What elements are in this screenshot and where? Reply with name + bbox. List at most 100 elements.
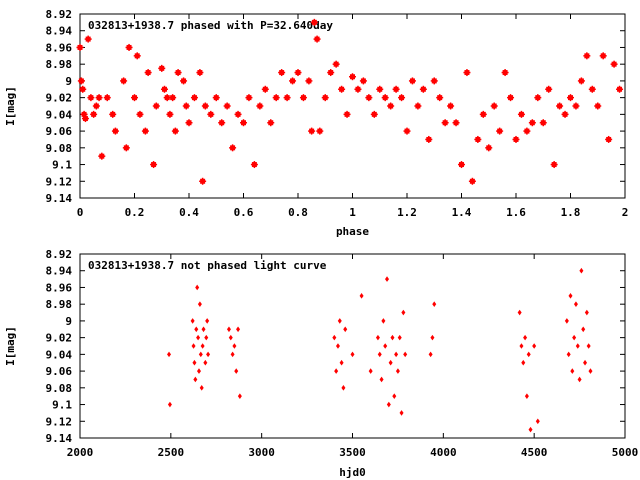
data-point (294, 69, 302, 77)
y-tick-label: 9 (65, 75, 72, 88)
data-point (403, 127, 411, 135)
data-point (335, 343, 340, 349)
data-point (567, 94, 574, 102)
x-tick-label: 2 (622, 206, 629, 219)
data-point (463, 69, 471, 77)
data-point (193, 376, 198, 383)
y-tick-label: 8.94 (46, 25, 73, 38)
data-point (321, 94, 329, 102)
data-point (237, 393, 242, 399)
data-point (359, 293, 364, 299)
data-point (368, 368, 373, 374)
data-point (414, 102, 422, 110)
y-tick-label: 8.92 (46, 8, 73, 21)
data-point (166, 110, 174, 118)
data-point (419, 85, 427, 93)
x-axis-label: hjd0 (339, 466, 366, 479)
data-point (517, 309, 522, 316)
data-point (381, 94, 389, 102)
data-point (605, 135, 613, 143)
data-point (359, 77, 367, 85)
x-tick-label: 5000 (612, 446, 639, 459)
data-point (564, 318, 569, 324)
data-point (566, 351, 571, 358)
data-point (338, 85, 346, 93)
data-point (289, 77, 297, 85)
data-point (573, 301, 578, 307)
data-point (133, 52, 141, 60)
y-tick-label: 9.14 (46, 432, 73, 445)
data-point (577, 376, 582, 383)
data-point (167, 351, 172, 358)
data-point (572, 334, 577, 341)
data-point (392, 393, 397, 399)
data-point (343, 326, 348, 333)
data-point (111, 127, 119, 135)
data-point (272, 94, 280, 102)
x-tick-label: 1 (349, 206, 356, 219)
plot-frame (79, 253, 626, 439)
data-point (120, 77, 128, 85)
x-tick-label: 1.8 (561, 206, 581, 219)
data-point (228, 334, 233, 341)
data-point (390, 334, 395, 341)
y-tick-label: 9.04 (46, 348, 73, 361)
y-tick-label: 9.02 (46, 92, 73, 105)
data-point (194, 326, 199, 333)
data-point (230, 351, 235, 358)
data-point (261, 85, 269, 93)
y-tick-label: 8.98 (46, 58, 73, 71)
x-tick-label: 0.2 (125, 206, 145, 219)
y-axis-label: I[mag] (4, 326, 17, 366)
data-point (341, 385, 346, 391)
data-point (201, 326, 206, 333)
data-point (599, 52, 607, 60)
x-tick-label: 3500 (339, 446, 366, 459)
x-tick-label: 0.4 (179, 206, 199, 219)
data-point (610, 60, 618, 68)
data-point (376, 85, 384, 93)
data-point (524, 393, 529, 399)
data-point (327, 69, 335, 77)
chart-title: 032813+1938.7 phased with P=32.640day (88, 19, 333, 32)
data-point (206, 351, 211, 358)
data-point (572, 102, 580, 110)
phased-light-curve-panel: 0 0.2 0.4 0.6 0.8 1 1.2 1.4 1.6 1.8 2 8.92 8.94 8.96 8… (4, 8, 628, 238)
data-point (387, 102, 395, 110)
data-point (575, 343, 580, 349)
y-tick-label: 8.96 (46, 41, 73, 54)
data-point (532, 343, 537, 349)
x-tick-label: 3000 (248, 446, 275, 459)
data-point (350, 351, 355, 358)
data-point (232, 343, 237, 349)
x-tick-label: 1.6 (506, 206, 526, 219)
data-point (586, 343, 591, 349)
y-tick-label: 9.12 (46, 415, 73, 428)
data-point (245, 94, 253, 102)
data-point (236, 326, 241, 333)
y-tick-label: 8.98 (46, 298, 73, 311)
data-point (583, 52, 591, 60)
data-point (523, 334, 528, 341)
data-point (308, 127, 316, 135)
data-point (196, 334, 201, 341)
y-tick-label: 9.04 (46, 108, 73, 121)
data-point (196, 69, 204, 77)
data-point (577, 77, 585, 85)
data-point (190, 318, 195, 324)
data-point (379, 376, 384, 383)
data-point (458, 161, 465, 169)
data-point (512, 135, 520, 143)
data-point (528, 119, 536, 127)
data-point (192, 359, 197, 366)
data-point (200, 343, 205, 349)
x-tick-label: 2000 (67, 446, 94, 459)
y-tick-label: 9.12 (46, 175, 73, 188)
data-point (570, 368, 575, 374)
data-point (334, 368, 339, 374)
x-tick-label: 1.4 (452, 206, 472, 219)
data-point (103, 94, 111, 102)
data-point (234, 368, 239, 374)
data-point (479, 110, 487, 118)
data-point (526, 351, 531, 358)
